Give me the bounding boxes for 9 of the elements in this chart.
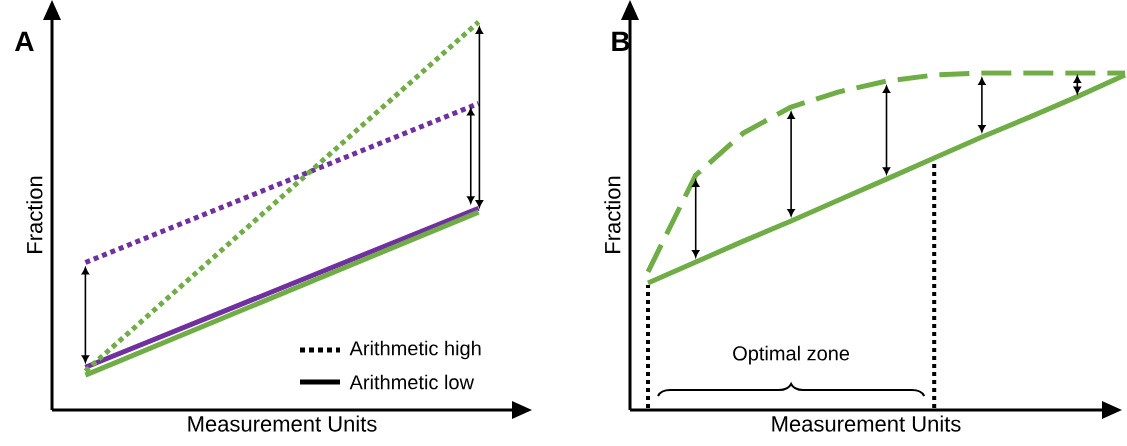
chart-title: B: [612, 31, 630, 51]
x-axis-title: Measurement Units: [188, 415, 377, 432]
y-axis-title: Fraction: [26, 176, 43, 253]
annotation: Optimal zone: [733, 345, 850, 365]
annotation: Arithmetic high: [349, 340, 481, 360]
y-axis-title: Fraction: [604, 176, 621, 253]
x-axis-title: Measurement Units: [772, 415, 961, 432]
chart-title: A: [14, 31, 34, 51]
annotation: Arithmetic low: [349, 374, 475, 390]
